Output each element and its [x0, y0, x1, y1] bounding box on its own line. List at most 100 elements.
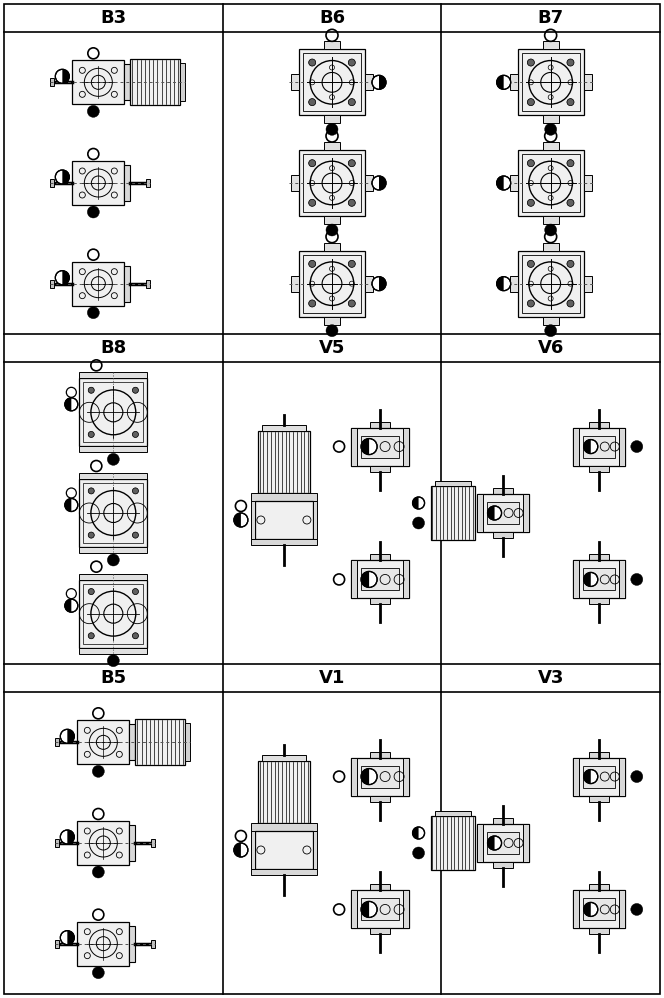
Polygon shape	[379, 176, 386, 190]
Bar	[124, 165, 130, 201]
Circle shape	[567, 59, 574, 66]
Circle shape	[309, 260, 315, 267]
Bar	[493, 818, 513, 824]
Bar	[522, 53, 580, 112]
Bar	[584, 74, 592, 91]
Circle shape	[65, 498, 78, 512]
Circle shape	[132, 633, 138, 639]
Bar	[523, 494, 529, 532]
Bar	[583, 765, 615, 787]
Circle shape	[88, 488, 94, 494]
Bar	[262, 755, 306, 761]
Bar	[510, 275, 518, 291]
Bar	[135, 720, 185, 765]
Circle shape	[412, 847, 424, 859]
Bar	[370, 599, 390, 605]
Bar	[589, 751, 609, 757]
Bar	[573, 561, 625, 599]
Polygon shape	[361, 572, 369, 588]
Circle shape	[631, 903, 643, 915]
Circle shape	[132, 431, 138, 437]
Bar	[589, 599, 609, 605]
Circle shape	[88, 106, 100, 118]
Polygon shape	[497, 276, 504, 290]
Bar	[55, 839, 59, 847]
Circle shape	[309, 300, 315, 307]
Circle shape	[326, 324, 338, 336]
Bar	[589, 795, 609, 801]
Circle shape	[326, 224, 338, 236]
Circle shape	[132, 387, 138, 393]
Circle shape	[92, 967, 104, 979]
Bar	[351, 890, 357, 928]
Polygon shape	[487, 506, 495, 520]
Circle shape	[60, 830, 74, 844]
Bar	[185, 724, 191, 761]
Bar	[130, 59, 181, 106]
Bar	[542, 243, 558, 250]
Bar	[351, 757, 409, 795]
Polygon shape	[361, 901, 369, 917]
Bar	[403, 561, 409, 599]
Bar	[583, 898, 615, 920]
Circle shape	[361, 768, 377, 784]
Bar	[129, 825, 135, 861]
Bar	[351, 890, 409, 928]
Circle shape	[88, 431, 94, 437]
Bar	[430, 486, 475, 540]
Bar	[573, 890, 625, 928]
Circle shape	[412, 517, 424, 529]
Bar	[477, 824, 483, 862]
Bar	[129, 926, 135, 962]
Bar	[365, 74, 373, 91]
Polygon shape	[62, 270, 69, 284]
Polygon shape	[584, 573, 591, 587]
Bar	[361, 898, 399, 920]
Circle shape	[132, 532, 138, 538]
Bar	[72, 60, 124, 105]
Circle shape	[55, 69, 69, 84]
Polygon shape	[67, 830, 74, 844]
Circle shape	[527, 260, 535, 267]
Text: B5: B5	[100, 669, 126, 687]
Polygon shape	[412, 827, 418, 839]
Bar	[303, 154, 361, 212]
Bar	[255, 501, 313, 539]
Bar	[151, 839, 155, 847]
Circle shape	[497, 276, 511, 290]
Circle shape	[527, 99, 535, 106]
Bar	[589, 555, 609, 561]
Bar	[79, 446, 147, 452]
Bar	[251, 831, 255, 869]
Bar	[542, 216, 558, 224]
Text: B7: B7	[538, 9, 564, 27]
Bar	[430, 816, 475, 870]
Bar	[542, 142, 558, 150]
Bar	[251, 539, 317, 545]
Text: B8: B8	[100, 339, 126, 357]
Circle shape	[132, 488, 138, 494]
Bar	[619, 427, 625, 465]
Circle shape	[567, 260, 574, 267]
Bar	[573, 427, 625, 465]
Circle shape	[88, 633, 94, 639]
Circle shape	[631, 770, 643, 782]
Circle shape	[60, 730, 74, 744]
Circle shape	[88, 387, 94, 393]
Bar	[361, 435, 399, 457]
Circle shape	[349, 99, 355, 106]
Circle shape	[544, 124, 556, 136]
Bar	[303, 254, 361, 312]
Circle shape	[584, 439, 598, 453]
Polygon shape	[67, 931, 74, 945]
Polygon shape	[379, 75, 386, 90]
Bar	[251, 823, 317, 831]
Text: V6: V6	[537, 339, 564, 357]
Bar	[370, 421, 390, 427]
Circle shape	[567, 160, 574, 167]
Circle shape	[361, 901, 377, 917]
Circle shape	[544, 224, 556, 236]
Bar	[291, 74, 299, 91]
Bar	[542, 316, 558, 324]
Bar	[583, 435, 615, 457]
